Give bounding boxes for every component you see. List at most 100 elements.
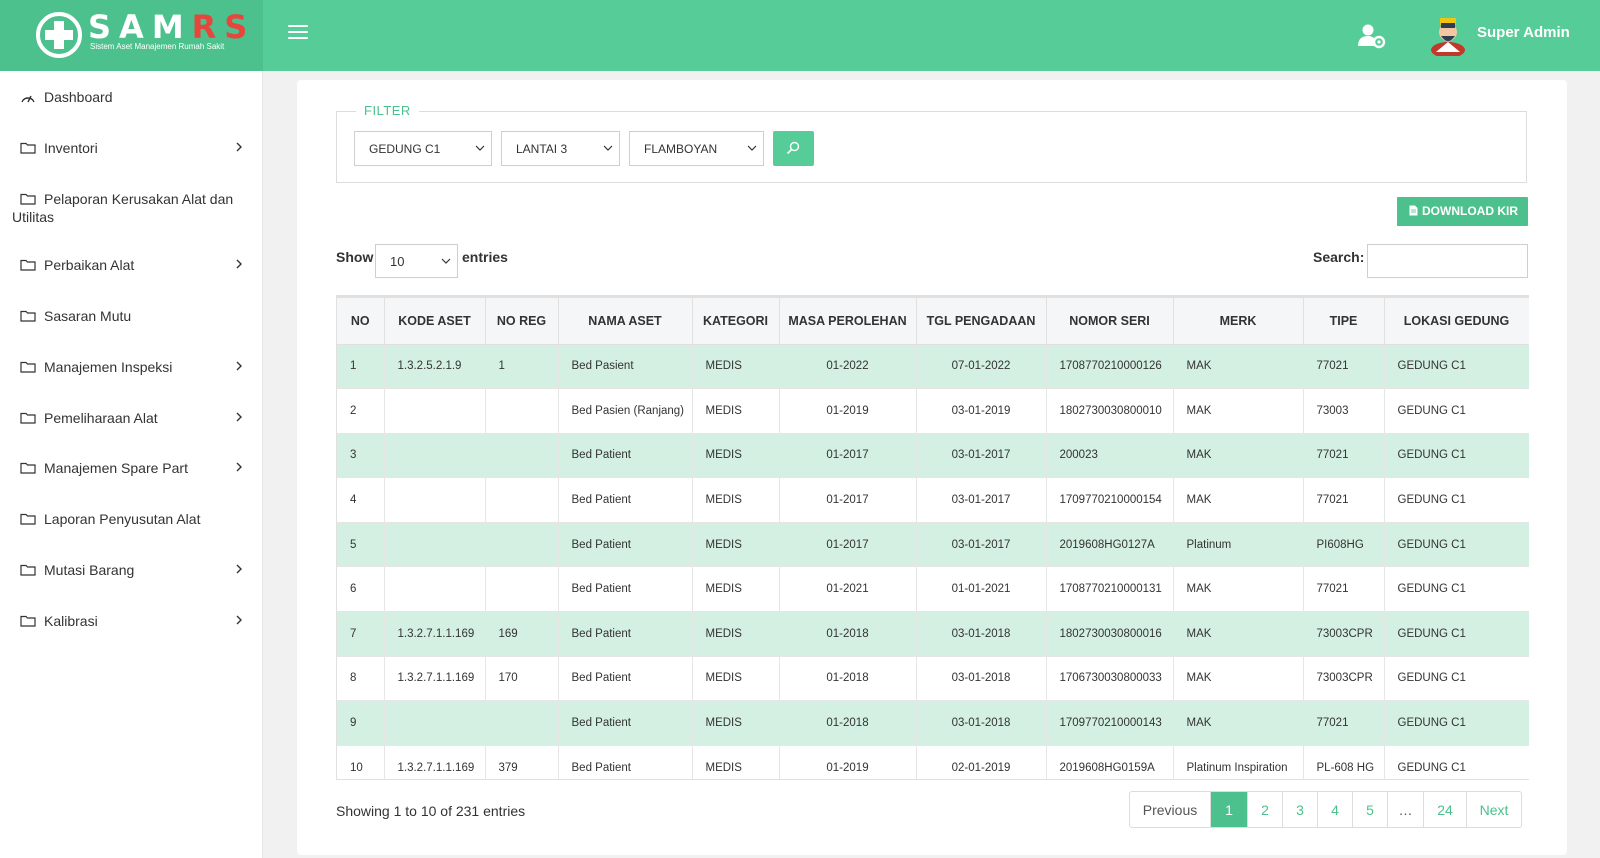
cell-kategori: MEDIS: [692, 522, 780, 568]
sidebar-item-dashboard[interactable]: Dashboard: [12, 88, 248, 106]
column-header-lokasi-gedung[interactable]: LOKASI GEDUNG: [1384, 296, 1529, 345]
cell-kode-aset: [384, 700, 486, 746]
lantai-select-value: LANTAI 3: [516, 142, 568, 156]
cell-merk: MAK: [1173, 388, 1304, 434]
cell-masa-perolehan: 01-2021: [779, 566, 917, 613]
folder-icon: [20, 259, 36, 271]
cell-kategori: MEDIS: [692, 477, 780, 523]
sidebar-item-laporan-penyusutan[interactable]: Laporan Penyusutan Alat: [12, 510, 248, 528]
cell-nama-aset: Bed Pasient: [558, 344, 693, 390]
sidebar-item-label: Pemeliharaan Alat: [44, 410, 158, 426]
pagination-page-1[interactable]: 1: [1210, 792, 1247, 827]
cell-no-reg: [485, 433, 559, 479]
cell-tgl-pengadaan: 01-01-2021: [916, 566, 1047, 613]
column-header-no[interactable]: NO: [337, 296, 385, 345]
sidebar-item-label: Inventori: [44, 140, 98, 156]
cell-merk: Platinum: [1173, 522, 1304, 568]
cell-no-reg: [485, 477, 559, 523]
pagination-page-4[interactable]: 4: [1317, 792, 1352, 827]
cell-tipe: 73003CPR: [1303, 656, 1385, 702]
cell-tgl-pengadaan: 07-01-2022: [916, 344, 1047, 390]
cell-merk: MAK: [1173, 611, 1304, 657]
column-header-no-reg[interactable]: NO REG: [485, 296, 559, 345]
sidebar-item-mutasi-barang[interactable]: Mutasi Barang: [12, 561, 248, 579]
table-row[interactable]: 8 1.3.2.7.1.1.169 170 Bed Patient MEDIS 01-20…: [337, 656, 1529, 702]
cell-no-reg: 169: [485, 611, 559, 657]
folder-icon: [20, 361, 36, 373]
pagination-previous[interactable]: Previous: [1142, 802, 1198, 818]
ruangan-select[interactable]: FLAMBOYAN: [629, 131, 764, 166]
folder-icon: [20, 462, 36, 474]
download-kir-label: DOWNLOAD KIR: [1422, 204, 1518, 218]
column-header-tipe[interactable]: TIPE: [1303, 296, 1385, 345]
user-settings-icon[interactable]: [1357, 22, 1387, 50]
cell-no: 10: [337, 745, 385, 779]
table-row[interactable]: 2 Bed Pasien (Ranjang) MEDIS 01-2019 03-01-2…: [337, 388, 1529, 434]
brand-area[interactable]: SAMRS Sistem Aset Manajemen Rumah Sakit: [0, 0, 263, 71]
cell-no-reg: 379: [485, 745, 559, 779]
gedung-select[interactable]: GEDUNG C1: [354, 131, 492, 166]
column-header-nama-aset[interactable]: NAMA ASET: [558, 296, 693, 345]
pagination-page-3[interactable]: 3: [1282, 792, 1317, 827]
column-header-nomor-seri[interactable]: NOMOR SERI: [1046, 296, 1174, 345]
top-navbar: SAMRS Sistem Aset Manajemen Rumah Sakit …: [0, 0, 1600, 71]
pagination-ellipsis: …: [1387, 792, 1423, 827]
cell-masa-perolehan: 01-2018: [779, 656, 917, 702]
table-search-input[interactable]: [1367, 244, 1528, 278]
table-row[interactable]: 10 1.3.2.7.1.1.169 379 Bed Patient MEDIS 01-2…: [337, 745, 1529, 779]
column-header-masa-perolehan[interactable]: MASA PEROLEHAN: [779, 296, 917, 345]
user-avatar[interactable]: [1428, 12, 1468, 58]
sidebar-item-inventori[interactable]: Inventori: [12, 139, 248, 157]
cell-nomor-seri: 2019608HG0159A: [1046, 745, 1174, 779]
column-header-merk[interactable]: MERK: [1173, 296, 1304, 345]
sidebar-item-manajemen-spare-part[interactable]: Manajemen Spare Part: [12, 459, 248, 477]
cell-kode-aset: 1.3.2.7.1.1.169: [384, 745, 486, 779]
cell-tipe: 73003CPR: [1303, 611, 1385, 657]
column-header-tgl-pengadaan[interactable]: TGL PENGADAAN: [916, 296, 1047, 345]
cell-tgl-pengadaan: 03-01-2018: [916, 611, 1047, 657]
cell-lokasi-gedung: GEDUNG C1: [1384, 700, 1529, 746]
cell-no-reg: [485, 700, 559, 746]
pagination-page-last[interactable]: 24: [1423, 792, 1466, 827]
cell-no-reg: [485, 566, 559, 613]
entries-label: entries: [462, 249, 508, 265]
cell-lokasi-gedung: GEDUNG C1: [1384, 522, 1529, 568]
cell-tgl-pengadaan: 03-01-2018: [916, 656, 1047, 702]
download-kir-button[interactable]: DOWNLOAD KIR: [1397, 197, 1528, 226]
cell-no: 2: [337, 388, 385, 434]
table-row[interactable]: 5 Bed Patient MEDIS 01-2017 03-01-2017 201960…: [337, 522, 1529, 568]
chevron-right-icon: [236, 142, 242, 152]
cell-tgl-pengadaan: 03-01-2018: [916, 700, 1047, 746]
pagination-page-2[interactable]: 2: [1247, 792, 1282, 827]
cell-no: 5: [337, 522, 385, 568]
sidebar-item-sasaran-mutu[interactable]: Sasaran Mutu: [12, 307, 248, 325]
filter-search-button[interactable]: [773, 131, 814, 166]
sidebar-item-manajemen-inspeksi[interactable]: Manajemen Inspeksi: [12, 358, 248, 376]
table-row[interactable]: 6 Bed Patient MEDIS 01-2021 01-01-2021 170877…: [337, 566, 1529, 613]
cell-kode-aset: [384, 477, 486, 523]
sidebar-item-kalibrasi[interactable]: Kalibrasi: [12, 612, 248, 630]
table-row[interactable]: 1 1.3.2.5.2.1.9 1 Bed Pasient MEDIS 01-2022 07…: [337, 344, 1529, 390]
table-row[interactable]: 4 Bed Patient MEDIS 01-2017 03-01-2017 170977…: [337, 477, 1529, 523]
table-row[interactable]: 9 Bed Patient MEDIS 01-2018 03-01-2018 170977…: [337, 700, 1529, 746]
column-header-kategori[interactable]: KATEGORI: [692, 296, 780, 345]
hamburger-menu-icon[interactable]: [288, 25, 308, 41]
entries-per-page-select[interactable]: 10: [375, 244, 458, 278]
table-row[interactable]: 3 Bed Patient MEDIS 01-2017 03-01-2017 200023…: [337, 433, 1529, 479]
column-header-kode-aset[interactable]: KODE ASET: [384, 296, 486, 345]
cell-merk: MAK: [1173, 656, 1304, 702]
cell-lokasi-gedung: GEDUNG C1: [1384, 433, 1529, 479]
table-row[interactable]: 7 1.3.2.7.1.1.169 169 Bed Patient MEDIS 01-20…: [337, 611, 1529, 657]
sidebar-item-perbaikan-alat[interactable]: Perbaikan Alat: [12, 256, 248, 274]
cell-tipe: PL-608 HG: [1303, 745, 1385, 779]
cell-tipe: 77021: [1303, 344, 1385, 390]
user-name[interactable]: Super Admin: [1477, 24, 1570, 41]
pagination-page-5[interactable]: 5: [1352, 792, 1387, 827]
sidebar-item-pemeliharaan-alat[interactable]: Pemeliharaan Alat: [12, 409, 248, 427]
pagination-next[interactable]: Next: [1466, 792, 1521, 827]
cell-tipe: 77021: [1303, 566, 1385, 613]
cell-nomor-seri: 1708770210000126: [1046, 344, 1174, 390]
sidebar-item-pelaporan-kerusakan[interactable]: Pelaporan Kerusakan Alat dan Utilitas: [12, 190, 248, 226]
main-card: FILTER GEDUNG C1 LANTAI 3 FLAMBOYAN DOWN…: [297, 80, 1567, 855]
lantai-select[interactable]: LANTAI 3: [501, 131, 620, 166]
